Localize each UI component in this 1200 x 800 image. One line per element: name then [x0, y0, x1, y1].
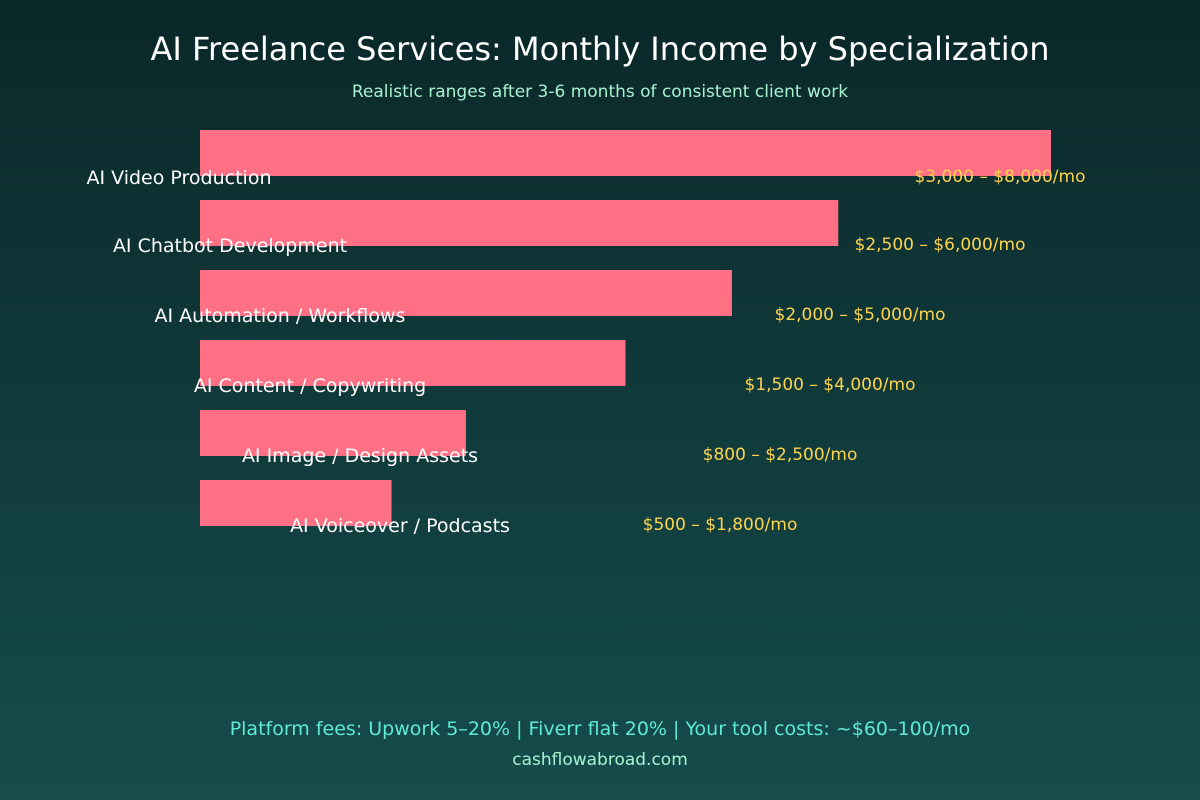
category-label-2: AI Chatbot Development: [113, 235, 347, 257]
value-label-2: $2,500 – $6,000/mo: [855, 235, 1026, 255]
bar-4: [200, 340, 626, 386]
bar-6: [200, 480, 392, 526]
footer-source: cashflowabroad.com: [512, 750, 688, 770]
value-label-4: $1,500 – $4,000/mo: [745, 375, 916, 395]
labels-layer: AI Video Production AI Chatbot Developmen…: [87, 167, 1086, 537]
category-label-4: AI Content / Copywriting: [194, 375, 426, 397]
category-label-1: AI Video Production: [87, 167, 272, 189]
bar-5: [200, 410, 466, 456]
value-label-5: $800 – $2,500/mo: [703, 445, 858, 465]
chart-subtitle: Realistic ranges after 3-6 months of con…: [352, 82, 848, 102]
bar-3: [200, 270, 732, 316]
footer-note: Platform fees: Upwork 5–20% | Fiverr fla…: [230, 718, 971, 740]
bars-layer: [200, 130, 1051, 526]
value-label-1: $3,000 – $8,000/mo: [915, 167, 1086, 187]
value-label-6: $500 – $1,800/mo: [643, 515, 798, 535]
chart-title: AI Freelance Services: Monthly Income by…: [150, 30, 1049, 68]
bar-1: [200, 130, 1051, 176]
category-label-3: AI Automation / Workflows: [155, 305, 406, 327]
bar-2: [200, 200, 839, 246]
value-label-3: $2,000 – $5,000/mo: [775, 305, 946, 325]
category-label-5: AI Image / Design Assets: [242, 445, 478, 467]
category-label-6: AI Voiceover / Podcasts: [290, 515, 510, 537]
